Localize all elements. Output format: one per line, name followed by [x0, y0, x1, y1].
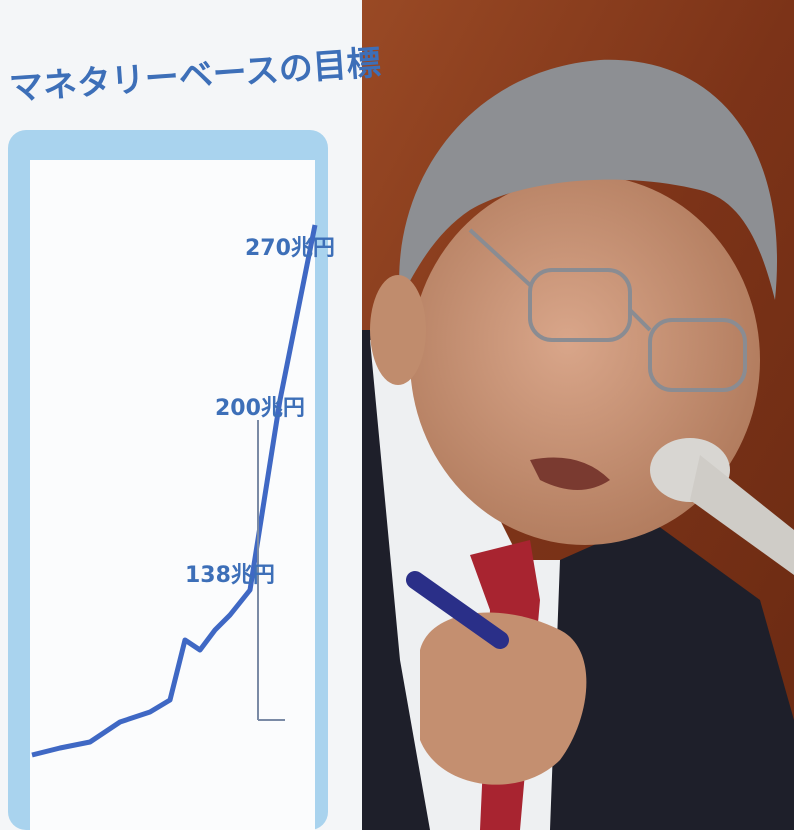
value-label: 138兆円 — [185, 563, 275, 588]
microphone-body — [690, 455, 794, 575]
hand — [420, 612, 587, 785]
value-label: 200兆円 — [215, 396, 305, 421]
pen — [406, 571, 509, 649]
glasses-lens — [528, 268, 632, 342]
value-label: 270兆円 — [245, 236, 335, 261]
glasses-lens — [648, 318, 747, 392]
ear — [370, 275, 426, 385]
glasses-bridge — [628, 308, 652, 332]
mouth — [530, 457, 610, 490]
hair — [399, 59, 778, 300]
chart-line — [31, 224, 318, 758]
glasses-arm — [468, 228, 532, 287]
